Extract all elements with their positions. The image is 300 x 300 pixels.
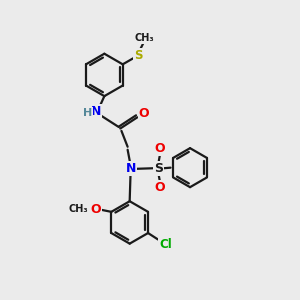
Text: O: O — [139, 107, 149, 120]
Text: O: O — [154, 181, 165, 194]
Text: O: O — [154, 142, 165, 155]
Text: O: O — [90, 203, 101, 216]
Text: CH₃: CH₃ — [68, 205, 88, 214]
Text: Cl: Cl — [159, 238, 172, 251]
Text: CH₃: CH₃ — [135, 33, 154, 43]
Text: S: S — [134, 49, 142, 62]
Text: N: N — [91, 105, 101, 118]
Text: H: H — [83, 108, 92, 118]
Text: S: S — [154, 162, 163, 175]
Text: N: N — [126, 162, 136, 175]
